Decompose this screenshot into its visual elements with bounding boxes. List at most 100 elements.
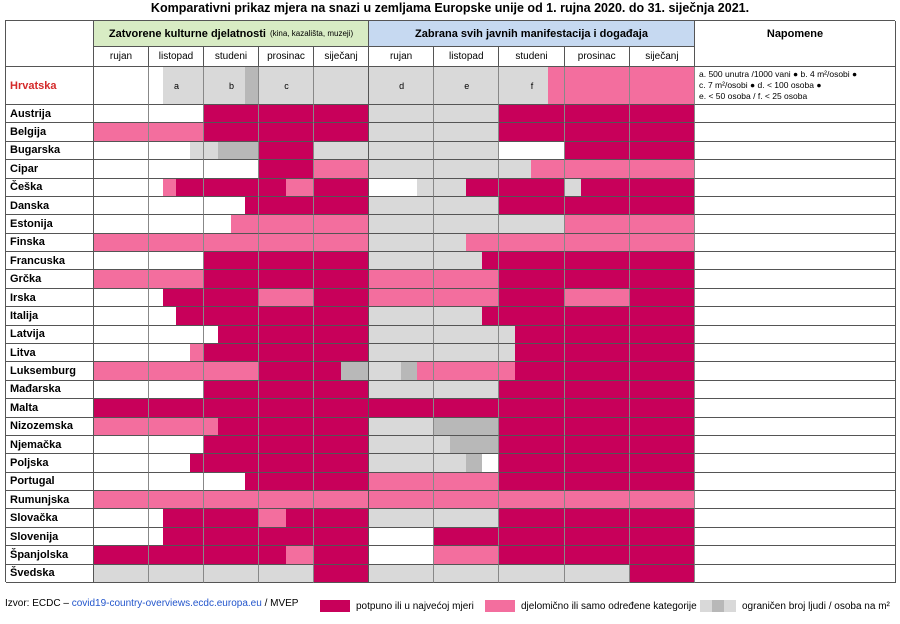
month-label: listopad bbox=[149, 47, 204, 67]
month-cell bbox=[204, 160, 259, 179]
month-cell bbox=[204, 196, 259, 216]
month-cell bbox=[94, 160, 149, 179]
segment bbox=[217, 233, 231, 252]
segment bbox=[107, 509, 121, 527]
segment bbox=[134, 527, 148, 546]
segment bbox=[417, 546, 434, 564]
segment bbox=[531, 546, 548, 564]
segment bbox=[482, 233, 499, 252]
segment bbox=[272, 435, 286, 454]
segment bbox=[286, 454, 300, 472]
segment bbox=[204, 325, 218, 343]
segment bbox=[259, 105, 273, 123]
notes-cell bbox=[695, 344, 896, 363]
segment bbox=[499, 435, 516, 454]
month-cell bbox=[434, 380, 500, 400]
segment bbox=[531, 252, 548, 270]
segment bbox=[417, 527, 434, 546]
source-link[interactable]: covid19-country-overviews.ecdc.europa.eu bbox=[71, 598, 262, 609]
segment bbox=[162, 344, 176, 362]
segment bbox=[515, 417, 532, 435]
segment bbox=[547, 472, 564, 491]
segment bbox=[107, 288, 121, 307]
month-cell bbox=[94, 288, 149, 308]
segment bbox=[244, 435, 258, 454]
segment bbox=[272, 288, 286, 307]
segment bbox=[94, 435, 108, 454]
month-cell bbox=[369, 288, 435, 308]
segment bbox=[134, 564, 148, 582]
segment bbox=[401, 362, 418, 380]
month-cell bbox=[564, 344, 630, 363]
segment bbox=[259, 215, 273, 233]
segment bbox=[434, 288, 451, 307]
segment bbox=[217, 344, 231, 362]
segment bbox=[286, 362, 300, 380]
segment bbox=[369, 307, 386, 325]
segment bbox=[107, 435, 121, 454]
segment bbox=[299, 307, 313, 325]
segment bbox=[217, 67, 231, 104]
segment bbox=[434, 67, 451, 104]
segment bbox=[94, 527, 108, 546]
month-cell bbox=[369, 196, 435, 216]
segment bbox=[176, 344, 190, 362]
month-cell bbox=[204, 380, 259, 400]
segment bbox=[231, 435, 245, 454]
month-cell bbox=[564, 160, 630, 179]
country-name: Irska bbox=[6, 288, 94, 308]
segment bbox=[94, 362, 108, 380]
header-blank bbox=[6, 21, 94, 67]
segment bbox=[629, 509, 646, 527]
segment bbox=[369, 472, 386, 491]
segment bbox=[354, 454, 368, 472]
month-cell bbox=[259, 325, 314, 344]
segment bbox=[482, 196, 499, 215]
notes-cell: a. 500 unutra /1000 vani ● b. 4 m²/osobi… bbox=[695, 67, 896, 105]
segment bbox=[121, 527, 135, 546]
segment bbox=[547, 399, 564, 417]
segment bbox=[272, 141, 286, 160]
month-cell bbox=[259, 435, 314, 455]
segment bbox=[385, 178, 402, 196]
segment bbox=[385, 123, 402, 141]
segment bbox=[314, 344, 328, 362]
segment bbox=[341, 491, 355, 509]
segment bbox=[341, 270, 355, 288]
segment bbox=[94, 564, 108, 582]
segment bbox=[176, 307, 190, 325]
segment bbox=[629, 325, 646, 343]
cell-mark: c bbox=[284, 81, 289, 91]
segment bbox=[547, 233, 564, 252]
segment bbox=[107, 67, 121, 104]
segment bbox=[134, 472, 148, 491]
segment bbox=[434, 123, 451, 141]
segment bbox=[385, 527, 402, 546]
segment bbox=[401, 472, 418, 491]
segment bbox=[94, 288, 108, 307]
segment bbox=[176, 196, 190, 215]
segment bbox=[121, 417, 135, 435]
segment bbox=[450, 435, 467, 454]
month-cell bbox=[94, 252, 149, 271]
segment bbox=[149, 105, 163, 123]
segment bbox=[244, 564, 258, 582]
segment bbox=[434, 307, 451, 325]
segment bbox=[162, 288, 176, 307]
country-name: Litva bbox=[6, 344, 94, 363]
segment bbox=[162, 435, 176, 454]
segment bbox=[341, 141, 355, 160]
segment bbox=[645, 123, 662, 141]
segment bbox=[189, 509, 203, 527]
segment bbox=[369, 362, 386, 380]
segment bbox=[661, 178, 678, 196]
segment bbox=[580, 288, 597, 307]
segment bbox=[231, 325, 245, 343]
segment bbox=[564, 252, 581, 270]
month-cell bbox=[94, 270, 149, 289]
segment bbox=[327, 270, 341, 288]
segment bbox=[564, 215, 581, 233]
month-cell bbox=[564, 215, 630, 234]
segment bbox=[580, 141, 597, 160]
segment bbox=[286, 491, 300, 509]
